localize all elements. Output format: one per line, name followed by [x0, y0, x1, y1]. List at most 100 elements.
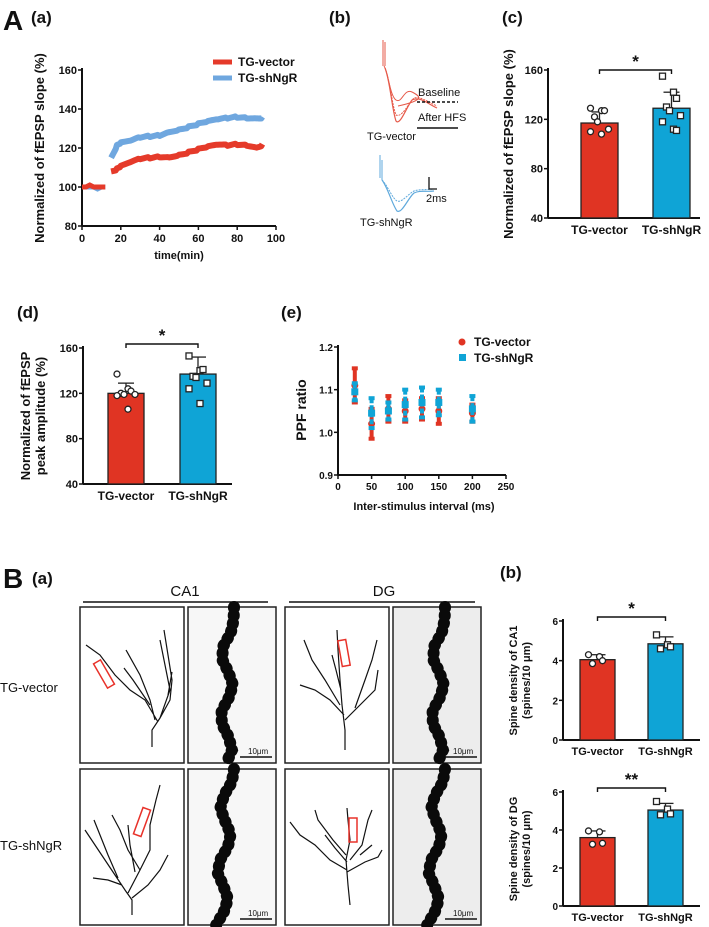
y-tick-label: 6 — [552, 617, 558, 628]
y-tick-label: 160 — [525, 65, 543, 77]
bar-tg-vector — [580, 122, 619, 219]
series-line-TG-shNgR — [108, 113, 265, 160]
scale-bar-label: 10μm — [453, 909, 474, 918]
region-label-ca1: CA1 — [170, 583, 199, 600]
x-tick-label: 250 — [498, 482, 515, 493]
data-point — [600, 107, 609, 115]
y-axis-label: Normalized of fEPSP slope (%) — [32, 53, 47, 243]
y-tick-label: 2 — [552, 864, 558, 875]
x-category-label: TG-vector — [98, 489, 155, 503]
y-tick-label: 0 — [552, 736, 558, 747]
significance-bracket — [596, 787, 667, 792]
dendrite-tracing — [84, 784, 169, 915]
x-category-label: TG-shNgR — [638, 746, 692, 758]
error-bar-cap — [368, 396, 375, 401]
data-point — [665, 107, 674, 115]
x-tick-label: 80 — [231, 233, 243, 245]
error-bar-cap — [351, 381, 358, 386]
data-point — [401, 401, 409, 409]
error-bar-cap — [368, 426, 375, 431]
data-point — [368, 409, 376, 417]
x-tick-label: 100 — [267, 233, 285, 245]
error-bar-cap — [402, 387, 409, 392]
y-tick-label: 160 — [59, 65, 77, 77]
panel-label-Ad: (d) — [17, 303, 39, 322]
data-point — [656, 645, 665, 653]
bar-tg-shngr — [647, 643, 684, 741]
data-point — [185, 385, 193, 393]
y-axis-label: Spine density of CA1 — [508, 625, 520, 735]
trace-shNgR — [379, 155, 435, 212]
data-point — [598, 839, 607, 847]
x-tick-label: 100 — [397, 482, 414, 493]
data-point — [593, 118, 602, 126]
data-point — [588, 659, 597, 668]
error-bar-cap — [402, 419, 409, 424]
data-point — [418, 398, 426, 406]
error-bar-cap — [385, 419, 392, 424]
error-bar-cap — [385, 400, 392, 405]
panel-label-A: A — [3, 5, 23, 36]
legend-label: TG-shNgR — [474, 351, 534, 365]
data-point — [598, 657, 607, 665]
error-bar-cap — [435, 421, 442, 426]
y-tick-label: 1.0 — [319, 428, 333, 439]
chart-Bb1: 0 2 4 6 TG-vector TG-shNgR * Spine density of C… — [508, 599, 700, 758]
significance-bracket — [598, 69, 673, 74]
data-point — [120, 390, 128, 399]
scale-bar-label: 10μm — [248, 747, 269, 756]
data-point — [586, 104, 595, 112]
y-tick-label: 4 — [552, 826, 558, 837]
x-tick-label: 40 — [153, 233, 165, 245]
data-point — [113, 391, 121, 400]
trace-label-shNgR: TG-shNgR — [360, 217, 413, 229]
legend-after-hfs-label: After HFS — [418, 112, 466, 124]
dendritic-spines — [210, 763, 240, 927]
panel-label-Ab: (b) — [329, 8, 351, 27]
data-point — [468, 405, 476, 413]
x-tick-label: 200 — [464, 482, 481, 493]
y-tick-label: 2 — [552, 696, 558, 707]
data-point — [666, 643, 675, 651]
dendrite-tracing — [289, 807, 383, 906]
x-category-label: TG-vector — [571, 223, 628, 237]
error-bar-cap — [351, 400, 358, 405]
error-bar-cap — [469, 419, 476, 424]
data-point — [203, 379, 211, 387]
y-tick-label: 120 — [525, 114, 543, 126]
chart-Ae: 0.9 1.0 1.1 1.2 0 50 100 150 200 250Inter-stimulu… — [293, 335, 534, 513]
data-point — [584, 651, 593, 659]
data-point — [595, 828, 604, 836]
dendritic-spines — [215, 601, 240, 769]
x-category-label: TG-vector — [572, 912, 625, 924]
error-bar-cap — [419, 417, 425, 422]
y-axis-label: (spines/10 μm) — [521, 642, 533, 719]
data-point — [652, 797, 661, 806]
y-axis-label: PPF ratio — [293, 379, 309, 440]
panel-label-B: B — [3, 563, 23, 594]
significance-marker: ** — [625, 770, 639, 789]
row-label-vector: TG-vector — [0, 680, 58, 695]
data-point — [666, 810, 675, 818]
y-axis-label: Normalized of fEPSP — [18, 351, 33, 480]
y-tick-label: 4 — [552, 657, 558, 668]
roi-box — [132, 806, 152, 838]
data-point — [669, 88, 678, 96]
error-bar-cap — [368, 436, 375, 441]
data-point — [196, 399, 204, 408]
data-point — [199, 365, 207, 374]
roi-box — [348, 817, 358, 843]
roi-box — [92, 658, 116, 690]
legend-label: TG-vector — [474, 335, 531, 349]
significance-bracket — [596, 616, 667, 621]
y-tick-label: 120 — [59, 143, 77, 155]
data-point — [586, 128, 595, 136]
panel-label-Aa: (a) — [31, 8, 52, 27]
y-tick-label: 120 — [60, 388, 78, 400]
error-bar-cap — [469, 394, 476, 399]
panel-label-Ae: (e) — [281, 303, 302, 322]
data-point — [192, 373, 200, 382]
chart-Aa: 80 100 120 140 160 0 20 40 60 80 100 time(min) Norma… — [32, 53, 298, 262]
morphology-grid: 10μm 10μm 10μm 10μm — [79, 601, 482, 927]
